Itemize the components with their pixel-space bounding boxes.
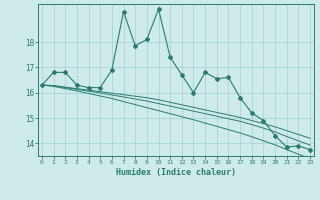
X-axis label: Humidex (Indice chaleur): Humidex (Indice chaleur) [116, 168, 236, 177]
